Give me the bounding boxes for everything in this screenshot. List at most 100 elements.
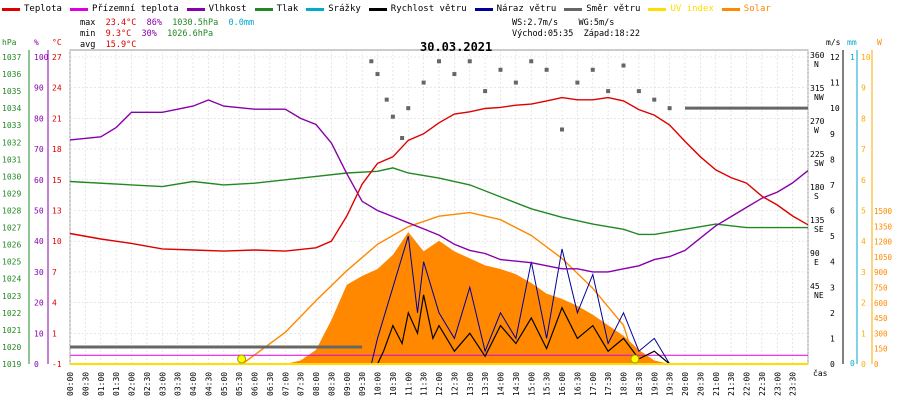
wind-direction-point [467,59,472,64]
tick-label-solar: 750 [874,284,888,293]
x-tick-label: 16:00 [558,372,567,396]
legend-swatch [2,7,20,11]
tick-label-hpa: 1026 [2,241,21,250]
x-tick-label: 12:30 [450,372,459,396]
tick-label-uv: 7 [861,145,866,154]
tick-label-solar: 900 [874,268,888,277]
tick-label-hpa: 1022 [2,309,21,318]
wind-info: WS:2.7m/s WG:5m/s [512,18,615,28]
tick-label-dir: NW [814,93,824,102]
legend-swatch [306,7,325,11]
tick-label-solar: 1350 [874,222,893,231]
legend-label: Směr větru [586,4,641,14]
tick-label-dir: N [814,60,819,69]
wind-direction-point [560,127,564,132]
legend-item: Teplota [2,2,62,16]
tick-label-hpa: 1031 [2,155,21,164]
x-tick-label: 03:30 [174,372,183,396]
tick-label-uv: 5 [861,207,866,216]
x-tick-label: 10:00 [374,372,383,396]
tick-label-dir: 135 [810,216,825,225]
wind-direction-point [529,59,534,64]
sun-info: Východ:05:35 Západ:18:22 [512,29,640,39]
tick-label-uv: 0 [861,360,866,369]
wind-speed-line [70,294,808,365]
tick-label-pct: 70 [34,145,44,154]
tick-label-hpa: 1032 [2,138,21,147]
wind-gust-line [70,235,808,365]
tick-label-temp: 1 [52,329,57,338]
x-tick-label: 01:30 [112,372,121,396]
x-tick-label: 07:00 [281,372,290,396]
stats-max: max 23.4°C 86% 1030.5hPa 0.0mm [80,18,255,28]
tick-label-wind: 11 [830,79,840,88]
axis-title-hpa: hPa [2,38,17,47]
x-tick-label: 01:00 [97,372,106,396]
tick-label-dir: 90 [810,249,820,258]
wind-direction-point [452,72,457,77]
tick-label-wind: 1 [830,334,835,343]
tick-label-solar: 1200 [874,238,893,247]
tick-label-temp: 7 [52,268,57,277]
tick-label-dir: 360 [810,51,825,60]
x-tick-label: 15:30 [543,372,552,396]
tick-label-hpa: 1025 [2,258,21,267]
x-tick-label: 11:30 [420,372,429,396]
tick-label-hpa: 1019 [2,360,21,369]
tick-label-mm: 1 [850,53,855,62]
x-tick-label: 19:30 [666,372,675,396]
tick-label-solar: 1500 [874,207,893,216]
tick-label-pct: 20 [34,299,44,308]
tick-label-hpa: 1028 [2,207,21,216]
x-tick-label: 02:30 [143,372,152,396]
x-tick-label: 23:00 [773,372,782,396]
date-title: 30.03.2021 [420,40,493,54]
tick-label-wind: 10 [830,104,840,113]
temperature-line [69,96,809,252]
x-tick-label: 09:30 [358,372,367,396]
tick-label-pct: 50 [34,207,44,216]
legend-item: Přízemní teplota [69,2,179,16]
x-tick-label: 08:00 [312,372,321,396]
wind-direction-point [575,80,580,85]
tick-label-solar: 450 [874,314,888,323]
tick-label-pct: 100 [34,53,49,62]
wind-direction-point [421,80,426,85]
legend-label: Srážky [328,4,361,14]
x-tick-label: 04:00 [189,372,198,396]
legend-swatch [648,7,667,11]
axis-title-wind: m/s [826,38,841,47]
x-tick-label: 08:30 [327,372,336,396]
tick-label-temp: 15 [52,176,62,185]
tick-label-wind: 5 [830,232,835,241]
tick-label-dir: SW [814,159,824,168]
legend-item: Náraz větru [474,2,556,16]
legend-swatch [721,7,740,11]
tick-label-solar: 150 [874,345,888,354]
x-tick-label: 15:00 [527,372,536,396]
x-tick-label: 14:30 [512,372,521,396]
stats-min: min 9.3°C 30% 1026.6hPa [80,29,214,39]
legend: Teplota Přízemní teplota Vlhkost Tlak Srážky… [2,2,779,16]
axis-title-mm: mm [847,38,857,47]
tick-label-uv: 3 [861,268,866,277]
x-tick-label: 16:30 [573,372,582,396]
x-tick-label: 18:30 [635,372,644,396]
tick-label-hpa: 1030 [2,172,21,181]
tick-label-hpa: 1036 [2,70,21,79]
pressure-line [69,167,808,236]
tick-label-uv: 4 [861,237,866,246]
tick-label-dir: 270 [810,117,825,126]
tick-label-wind: 12 [830,53,840,62]
wind-direction-point [652,97,657,102]
tick-label-dir: 225 [810,150,825,159]
x-tick-label: 03:00 [158,372,167,396]
wind-direction-point [375,72,380,77]
wind-direction-point [384,97,389,102]
tick-label-pct: 30 [34,268,44,277]
tick-label-dir: S [814,192,819,201]
tick-label-wind: 8 [830,155,835,164]
legend-label: Tlak [276,4,299,14]
wind-direction-point [590,67,595,72]
x-tick-label: 20:00 [681,372,690,396]
